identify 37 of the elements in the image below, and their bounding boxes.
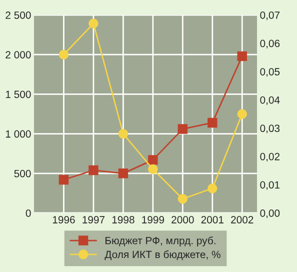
y2-tick-label: 0,01: [260, 181, 280, 190]
point: [148, 155, 158, 165]
y2-tick-label: 0,06: [260, 40, 280, 48]
point: [237, 109, 247, 119]
y2-tick-label: 0,04: [260, 96, 280, 105]
x-tick-label: 2001: [201, 216, 224, 224]
point: [237, 51, 247, 62]
legend-label: Бюджет РФ, млрд. руб.: [106, 236, 216, 246]
point: [58, 174, 69, 185]
y-tick-label: 500: [14, 170, 31, 178]
point: [88, 165, 98, 176]
y-tick-label: 1 000: [6, 130, 31, 138]
x-tick-label: 1997: [82, 216, 105, 224]
point: [208, 184, 218, 194]
x-tick-label: 1998: [112, 216, 134, 224]
y2-tick-label: 0,05: [260, 68, 280, 77]
point: [148, 164, 158, 174]
point: [178, 124, 188, 134]
x-tick-label: 2002: [231, 216, 254, 224]
x-tick-label: 1999: [142, 216, 164, 224]
point: [58, 50, 69, 60]
legend-label: Доля ИКТ в бюджете, %: [104, 250, 220, 260]
y-tick-label: 2 000: [6, 51, 31, 58]
y-tick-label: 2 500: [6, 12, 31, 19]
point: [88, 18, 98, 28]
point: [178, 194, 188, 204]
y2-tick-label: 0,03: [260, 124, 280, 134]
x-tick-label: 1996: [52, 216, 75, 224]
y2-tick-label: 0,00: [260, 210, 280, 218]
y-tick-label: 0: [26, 210, 31, 217]
y-tick-label: 1 500: [6, 90, 31, 98]
point: [208, 118, 218, 128]
point: [118, 128, 128, 139]
y2-tick-label: 0,07: [260, 12, 280, 20]
x-tick-label: 2000: [172, 216, 194, 224]
y2-tick-label: 0,02: [260, 152, 280, 162]
point: [118, 168, 128, 178]
